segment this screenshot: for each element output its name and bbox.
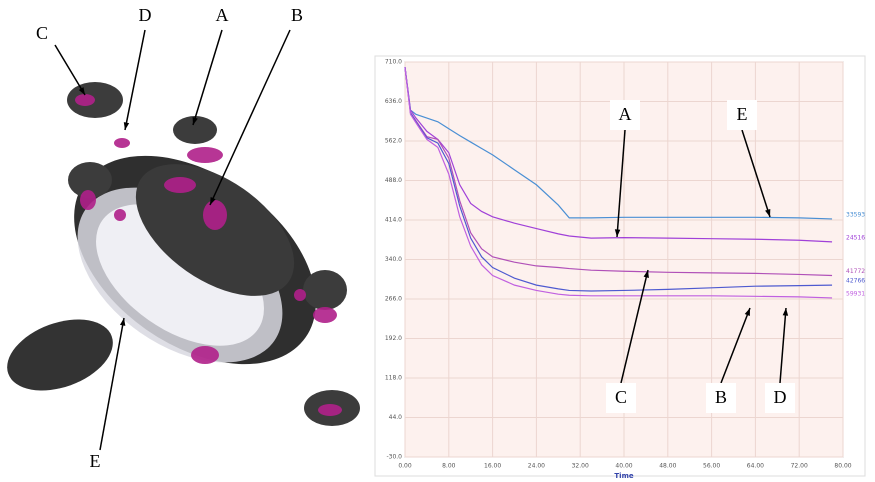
annotation-box (610, 100, 640, 130)
figure-arrow (99, 317, 125, 451)
y-tick-label: 710.0 (385, 59, 402, 66)
x-tick-label: 80.00 (834, 463, 851, 470)
figure-arrow (192, 29, 223, 126)
series-line (404, 67, 833, 243)
annotation: B (715, 387, 727, 407)
y-tick-label: 340.0 (385, 256, 402, 263)
part-render (7, 82, 360, 426)
figure-label: E (90, 451, 101, 471)
figure-arrow (54, 44, 86, 96)
chart-frame (374, 55, 866, 477)
x-tick-label: 48.00 (659, 463, 676, 470)
y-tick-label: 562.0 (385, 138, 402, 145)
annotation-arrow (620, 269, 649, 384)
y-tick-label: 118.0 (385, 375, 402, 382)
x-axis-label: Time (614, 472, 633, 480)
x-tick-label: 8.00 (442, 463, 456, 470)
x-tick-label: 0.00 (398, 463, 412, 470)
figure-arrow-head (123, 122, 130, 130)
x-tick-label: 24.00 (528, 463, 545, 470)
annotation-arrow-head (744, 308, 750, 316)
y-tick-label: -30.0 (386, 454, 402, 461)
y-tick-label: 44.0 (389, 414, 403, 421)
annotation-arrow (741, 129, 771, 218)
y-tick-label: 636.0 (385, 98, 402, 105)
annotation-arrow-head (643, 270, 649, 278)
figure-arrow (124, 29, 146, 131)
series-line (404, 67, 833, 220)
annotation-box (606, 383, 636, 413)
figure-label: D (139, 5, 152, 25)
annotation-arrow-head (765, 209, 771, 217)
series-line (404, 67, 833, 299)
series-label: 59931 (846, 290, 865, 297)
annotation-arrow (779, 307, 787, 384)
series-line (404, 67, 833, 277)
x-tick-label: 72.00 (791, 463, 808, 470)
annotation: C (615, 387, 627, 407)
figure-arrow-head (78, 87, 85, 95)
annotation-arrow (720, 307, 751, 384)
figure-label: C (36, 23, 48, 43)
figure-arrow-head (192, 117, 198, 125)
annotation-box (706, 383, 736, 413)
annotation: E (737, 104, 748, 124)
annotation-arrow-head (614, 229, 621, 237)
y-tick-label: 266.0 (385, 296, 402, 303)
annotation-arrow (616, 129, 626, 238)
series-label: 42766 (846, 278, 865, 285)
y-tick-label: 192.0 (385, 335, 402, 342)
x-tick-label: 56.00 (703, 463, 720, 470)
annotation-box (727, 100, 757, 130)
figure-label: B (291, 5, 303, 25)
series-label: 24516 (846, 234, 865, 241)
figure-label: A (216, 5, 229, 25)
annotation-arrow-head (782, 308, 789, 316)
annotation-box (765, 383, 795, 413)
x-tick-label: 40.00 (615, 463, 632, 470)
y-tick-label: 488.0 (385, 177, 402, 184)
annotation: D (774, 387, 787, 407)
x-tick-label: 32.00 (572, 463, 589, 470)
annotation: A (619, 104, 632, 124)
y-tick-label: 414.0 (385, 217, 402, 224)
figure-arrow (209, 29, 291, 206)
x-tick-label: 16.00 (484, 463, 501, 470)
series-label: 41772 (846, 268, 865, 275)
series-line (404, 67, 833, 292)
figure-arrow-head (119, 318, 126, 326)
series-label: 33593 (846, 211, 865, 218)
x-tick-label: 64.00 (747, 463, 764, 470)
figure-arrow-head (210, 197, 216, 205)
